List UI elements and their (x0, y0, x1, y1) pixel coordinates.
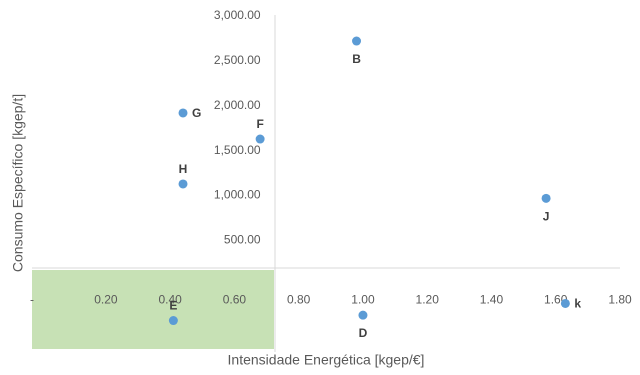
data-point-g (178, 108, 188, 118)
y-tick-label: 3,000.00 (214, 8, 261, 22)
y-tick-label: 1,500.00 (214, 143, 261, 157)
data-point-d (358, 310, 368, 320)
x-tick-label: 0.40 (158, 293, 182, 307)
x-tick-label: - (30, 293, 34, 307)
point-label-g: G (192, 106, 201, 120)
x-tick-label: 0.60 (223, 293, 247, 307)
data-point-j (541, 193, 551, 203)
x-tick-label: 1.20 (416, 293, 440, 307)
point-label-d: D (359, 326, 368, 340)
point-label-b: B (352, 52, 361, 66)
data-point-f (255, 134, 265, 144)
data-points (168, 36, 570, 326)
x-axis-title: Intensidade Energética [kgep/€] (228, 352, 425, 368)
y-tick-label: 2,500.00 (214, 53, 261, 67)
y-tick-label: 2,000.00 (214, 98, 261, 112)
x-tick-label: 0.80 (287, 293, 311, 307)
data-point-b (352, 36, 362, 46)
point-label-e: E (169, 299, 177, 313)
point-label-j: J (543, 209, 550, 223)
point-label-f: F (256, 117, 263, 131)
y-tick-labels: 500.00 1,000.00 1,500.00 2,000.00 2,500.00 3,… (214, 8, 261, 247)
point-labels: B G F H Jk D E (169, 52, 581, 340)
data-point-e (168, 316, 178, 326)
x-tick-label: 0.20 (94, 293, 118, 307)
y-tick-label: 500.00 (224, 233, 261, 247)
y-axis-title: Consumo Específico [kgep/t] (10, 94, 26, 272)
x-tick-label: 1.40 (480, 293, 504, 307)
x-tick-label: 1.00 (351, 293, 375, 307)
y-tick-label: 1,000.00 (214, 188, 261, 202)
highlight-region (32, 270, 274, 349)
point-label-k: k (574, 296, 581, 310)
point-label-h: H (179, 162, 188, 176)
x-tick-labels: -0.20 0.40 0.60 0.80 1.00 1.20 1.40 1.60 1.80 (30, 293, 632, 307)
data-point-h (178, 179, 188, 189)
x-tick-label: 1.80 (608, 293, 632, 307)
data-point-k (560, 298, 570, 308)
